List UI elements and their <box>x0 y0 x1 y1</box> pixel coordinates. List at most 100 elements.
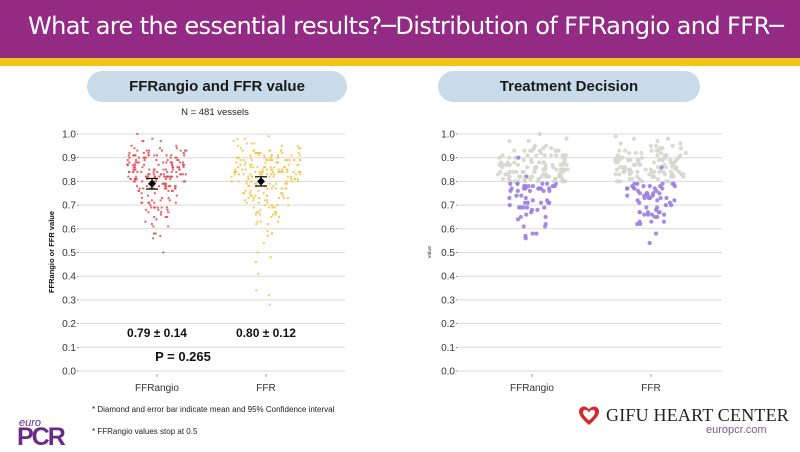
data-point <box>293 159 296 162</box>
treated-point <box>649 219 654 224</box>
data-point <box>178 168 181 171</box>
data-point <box>176 175 179 178</box>
data-point <box>270 159 273 162</box>
data-point <box>283 166 286 169</box>
y-tick-label: 1.0 <box>441 130 455 141</box>
data-point <box>143 159 146 162</box>
data-point <box>153 201 156 204</box>
right-y-axis-label: value <box>427 246 433 258</box>
data-point <box>181 173 184 176</box>
deferred-point <box>532 143 538 148</box>
deferred-point <box>627 172 633 177</box>
treated-point <box>515 181 520 186</box>
data-point <box>160 206 163 209</box>
data-point <box>245 201 248 204</box>
deferred-point <box>670 165 675 170</box>
data-point <box>133 154 136 157</box>
y-tick-label: 0.8 <box>441 177 455 188</box>
data-point <box>144 156 147 159</box>
data-point <box>147 154 150 157</box>
x-tick-label: FFR <box>641 383 660 394</box>
treated-point <box>669 203 674 208</box>
data-point <box>257 272 260 275</box>
deferred-point <box>649 169 654 175</box>
deferred-point <box>649 148 654 153</box>
data-point <box>248 192 251 195</box>
data-point <box>152 168 155 171</box>
deferred-point <box>507 155 512 160</box>
treated-point <box>535 207 540 212</box>
data-point <box>285 182 288 185</box>
data-point <box>298 154 301 157</box>
deferred-point <box>653 143 659 148</box>
data-point <box>244 189 247 192</box>
data-point <box>264 161 267 164</box>
data-point <box>269 256 272 259</box>
data-point <box>171 168 174 171</box>
data-point <box>266 201 269 204</box>
data-point <box>274 213 277 216</box>
data-point <box>161 196 164 199</box>
data-point <box>252 199 255 202</box>
ffr-stat-label: 0.80 ± 0.12 <box>236 326 296 340</box>
y-tick-label: 0.2 <box>62 319 76 330</box>
data-point <box>157 208 160 211</box>
data-point <box>155 159 158 162</box>
data-point <box>134 161 137 164</box>
data-point <box>152 237 155 240</box>
data-point <box>166 215 169 218</box>
treated-point <box>542 224 548 229</box>
data-point <box>135 175 138 178</box>
treated-point <box>521 224 526 229</box>
data-point <box>269 156 272 159</box>
deferred-point <box>532 169 537 175</box>
data-point <box>141 166 144 169</box>
data-point <box>167 225 170 228</box>
data-point <box>269 166 272 169</box>
data-point <box>134 168 137 171</box>
data-point <box>278 215 281 218</box>
deferred-point <box>643 167 648 172</box>
data-point <box>159 199 162 202</box>
deferred-point <box>541 146 546 151</box>
deferred-point <box>498 169 503 175</box>
deferred-point <box>614 179 619 184</box>
deferred-point <box>543 143 549 148</box>
data-point <box>269 159 272 162</box>
deferred-point <box>526 139 531 144</box>
data-point <box>270 215 273 218</box>
treated-point <box>516 155 521 160</box>
deferred-point <box>655 165 661 170</box>
deferred-point <box>529 174 535 179</box>
europcr-url: europcr.com <box>706 424 767 436</box>
treated-point <box>521 186 526 191</box>
treated-point <box>658 184 663 189</box>
data-point <box>162 161 165 164</box>
data-point <box>126 163 129 166</box>
deferred-point <box>668 169 673 175</box>
data-point <box>160 149 163 152</box>
data-point <box>147 149 150 152</box>
data-point <box>265 159 268 162</box>
deferred-point <box>655 153 660 158</box>
data-point <box>184 173 187 176</box>
deferred-point <box>648 143 654 148</box>
data-point <box>249 154 252 157</box>
data-point <box>144 175 147 178</box>
data-point <box>277 168 280 171</box>
data-point <box>280 144 283 147</box>
data-point <box>173 187 176 190</box>
data-point <box>242 192 245 195</box>
data-point <box>256 166 259 169</box>
data-point <box>163 173 166 176</box>
data-point <box>137 189 140 192</box>
deferred-point <box>640 179 645 184</box>
data-point <box>281 168 284 171</box>
data-point <box>152 170 155 173</box>
data-point <box>281 151 284 154</box>
deferred-point <box>528 148 533 153</box>
deferred-point <box>636 157 641 163</box>
data-point <box>182 163 185 166</box>
deferred-point <box>617 172 622 177</box>
data-point <box>135 178 138 181</box>
